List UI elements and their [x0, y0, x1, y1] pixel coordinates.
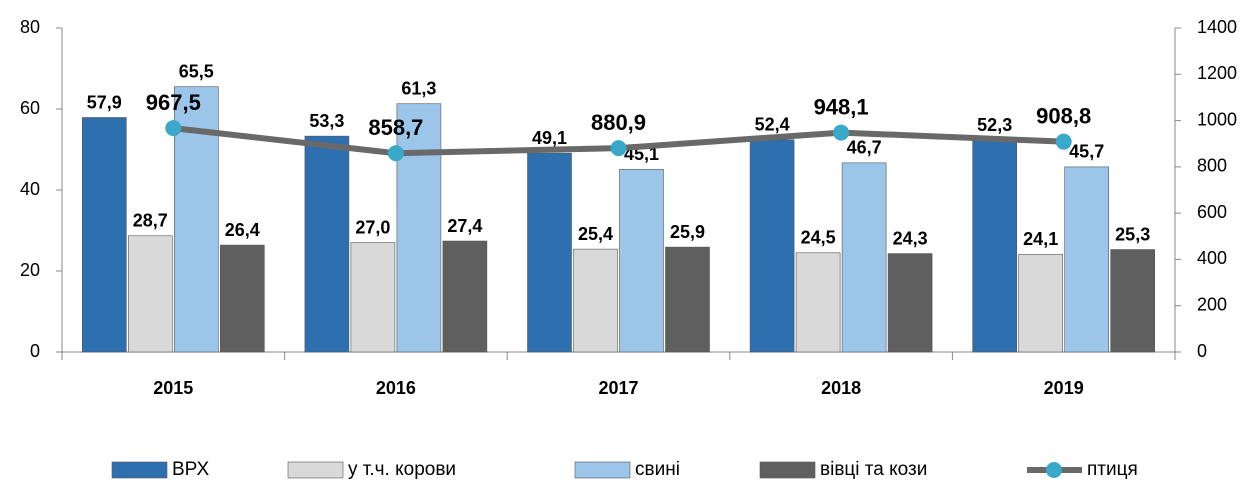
legend-swatch — [111, 461, 168, 479]
bar — [972, 139, 1018, 353]
y-tick-label: 0 — [30, 341, 40, 361]
line-data-label: 880,9 — [591, 110, 646, 135]
legend-marker — [1046, 462, 1062, 478]
data-label: 24,5 — [801, 228, 836, 248]
data-label: 65,5 — [179, 61, 214, 81]
bar — [841, 162, 887, 353]
data-label: 24,3 — [893, 228, 928, 248]
data-label: 25,9 — [670, 222, 705, 242]
data-label: 49,1 — [532, 128, 567, 148]
bar — [573, 248, 618, 353]
legend-swatch — [574, 461, 631, 479]
data-label: 27,0 — [355, 217, 390, 237]
data-label: 24,1 — [1023, 229, 1058, 249]
data-label: 45,7 — [1069, 142, 1104, 162]
line-data-label: 858,7 — [368, 115, 423, 140]
x-tick-label: 2018 — [821, 378, 861, 398]
legend-label: птиця — [1087, 459, 1138, 480]
bar — [396, 103, 442, 353]
y-tick-label: 80 — [20, 17, 40, 37]
data-label: 52,4 — [755, 115, 790, 135]
line-marker — [833, 124, 850, 141]
bar — [795, 252, 841, 353]
legend-label: у т.ч. корови — [348, 459, 456, 480]
bar — [1110, 249, 1155, 353]
line-marker — [610, 140, 627, 157]
y2-tick-label: 1400 — [1197, 17, 1237, 37]
y-tick-label: 60 — [20, 98, 40, 118]
data-label: 25,4 — [578, 224, 613, 244]
x-tick-label: 2016 — [376, 378, 416, 398]
legend-swatch — [287, 461, 344, 479]
data-label: 28,7 — [133, 211, 168, 231]
data-label: 46,7 — [847, 138, 882, 158]
data-label: 61,3 — [401, 78, 436, 98]
y-tick-label: 40 — [20, 179, 40, 199]
y2-tick-label: 400 — [1197, 248, 1227, 268]
x-tick-label: 2019 — [1044, 378, 1084, 398]
line-marker — [387, 145, 404, 162]
data-label: 25,3 — [1115, 224, 1150, 244]
y2-tick-label: 1000 — [1197, 109, 1237, 129]
bar — [527, 152, 572, 353]
bar — [887, 253, 933, 353]
legend-label: свині — [635, 459, 680, 480]
line-marker — [1055, 133, 1072, 150]
data-label: 53,3 — [309, 111, 344, 131]
line-data-label: 967,5 — [146, 90, 201, 115]
bar — [220, 244, 265, 353]
bar — [1018, 254, 1064, 353]
bar — [619, 169, 664, 353]
bar — [442, 240, 488, 353]
y2-tick-label: 200 — [1197, 294, 1227, 314]
y2-tick-label: 800 — [1197, 156, 1227, 176]
data-label: 26,4 — [225, 220, 260, 240]
y2-tick-label: 1200 — [1197, 63, 1237, 83]
bar — [665, 246, 710, 353]
x-tick-label: 2017 — [598, 378, 638, 398]
line-marker — [165, 120, 182, 137]
line-data-label: 908,8 — [1036, 103, 1091, 128]
line-data-label: 948,1 — [814, 94, 869, 119]
data-label: 27,4 — [447, 216, 482, 236]
bar — [749, 139, 795, 353]
y2-tick-label: 600 — [1197, 202, 1227, 222]
data-label: 52,3 — [977, 115, 1012, 135]
y-tick-label: 20 — [20, 260, 40, 280]
x-tick-label: 2015 — [153, 378, 193, 398]
bar — [1064, 166, 1109, 353]
bar — [128, 235, 173, 353]
legend-label: ВРХ — [172, 459, 209, 480]
data-label: 57,9 — [87, 92, 122, 112]
y2-tick-label: 0 — [1197, 341, 1207, 361]
legend-swatch — [759, 461, 816, 479]
bar — [82, 117, 127, 353]
bar — [304, 135, 350, 353]
bar — [350, 242, 396, 353]
legend-label: вівці та кози — [820, 459, 927, 480]
